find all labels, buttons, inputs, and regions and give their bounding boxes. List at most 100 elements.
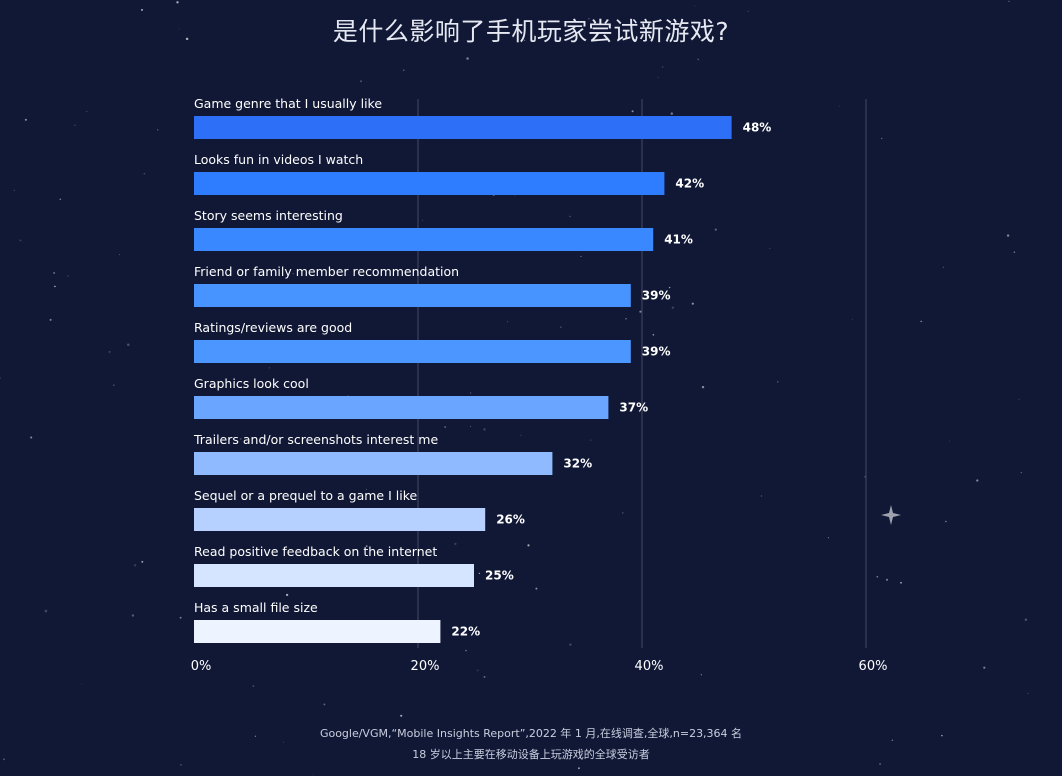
- star: [652, 333, 655, 336]
- star: [590, 439, 592, 441]
- star: [1013, 251, 1016, 253]
- star: [920, 320, 922, 323]
- star: [239, 437, 242, 440]
- star: [588, 18, 590, 20]
- category-label: Friend or family member recommendation: [194, 264, 459, 279]
- data-label: 22%: [451, 625, 480, 639]
- star: [365, 545, 368, 547]
- star: [421, 219, 423, 221]
- star: [86, 111, 88, 113]
- star: [44, 609, 48, 613]
- star: [0, 377, 1, 379]
- star: [879, 762, 882, 765]
- star: [483, 675, 486, 678]
- star: [625, 318, 627, 320]
- star: [777, 381, 779, 383]
- star: [520, 434, 522, 436]
- star: [268, 367, 270, 369]
- data-label: 48%: [743, 121, 772, 135]
- bar: [194, 116, 732, 139]
- star: [176, 1, 179, 4]
- star: [133, 564, 137, 567]
- sparkle-star: [881, 505, 901, 525]
- x-tick-label: 0%: [191, 659, 212, 674]
- x-tick-label: 60%: [859, 659, 888, 674]
- source-footnote-line2: 18 岁以上主要在移动设备上玩游戏的全球受访者: [412, 748, 650, 761]
- star: [671, 306, 675, 309]
- star: [74, 124, 76, 126]
- star: [657, 76, 659, 78]
- star: [569, 215, 571, 218]
- star: [560, 731, 562, 733]
- star: [945, 520, 947, 523]
- category-label: Game genre that I usually like: [194, 96, 382, 111]
- star: [668, 286, 671, 289]
- star: [876, 575, 879, 578]
- category-label: Story seems interesting: [194, 208, 343, 223]
- bar: [194, 452, 553, 475]
- bar: [194, 284, 631, 307]
- star: [359, 80, 363, 83]
- star: [885, 578, 889, 581]
- star: [13, 189, 15, 191]
- star: [53, 272, 55, 274]
- data-label: 26%: [496, 513, 525, 527]
- star: [942, 266, 945, 268]
- star: [470, 425, 472, 427]
- star: [113, 384, 115, 386]
- star: [140, 8, 144, 11]
- star: [701, 385, 705, 389]
- star: [470, 392, 472, 394]
- bar: [194, 620, 441, 643]
- star: [535, 587, 538, 590]
- star: [949, 440, 951, 442]
- star: [507, 321, 509, 323]
- star: [1008, 0, 1010, 3]
- bar: [194, 396, 609, 419]
- star: [180, 764, 182, 766]
- star: [670, 112, 674, 115]
- star: [477, 669, 479, 672]
- star: [59, 198, 62, 201]
- star: [691, 302, 694, 305]
- x-tick-label: 20%: [411, 659, 440, 674]
- star: [577, 767, 580, 770]
- star: [366, 488, 367, 490]
- bar: [194, 508, 486, 531]
- star: [864, 475, 866, 478]
- star: [285, 593, 289, 597]
- star: [179, 616, 182, 619]
- star: [827, 537, 829, 539]
- star: [1027, 692, 1029, 694]
- star: [891, 739, 894, 741]
- category-label: Looks fun in videos I watch: [194, 152, 363, 167]
- star: [282, 741, 284, 743]
- star: [880, 137, 883, 140]
- star: [983, 666, 986, 669]
- bar: [194, 172, 665, 195]
- star: [292, 273, 294, 275]
- source-footnote-line1: Google/VGM,“Mobile Insights Report”,2022…: [319, 727, 743, 740]
- x-tick-label: 40%: [635, 659, 664, 674]
- star: [647, 297, 649, 299]
- star: [631, 110, 634, 113]
- star: [639, 310, 642, 313]
- category-label: Read positive feedback on the internet: [194, 544, 437, 559]
- star: [373, 271, 374, 273]
- bar: [194, 340, 631, 363]
- star: [143, 172, 146, 175]
- star: [478, 572, 481, 575]
- data-label: 37%: [619, 401, 648, 415]
- star: [621, 512, 624, 514]
- star: [694, 5, 696, 7]
- data-label: 32%: [563, 457, 592, 471]
- star: [402, 69, 405, 72]
- star: [976, 479, 979, 482]
- star: [851, 319, 853, 321]
- star: [483, 428, 486, 431]
- star: [714, 228, 717, 231]
- category-label: Trailers and/or screenshots interest me: [193, 432, 438, 447]
- star: [127, 343, 130, 346]
- bar: [194, 564, 474, 587]
